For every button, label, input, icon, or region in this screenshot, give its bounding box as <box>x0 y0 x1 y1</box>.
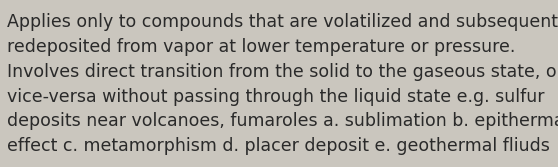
Text: redeposited from vapor at lower temperature or pressure.: redeposited from vapor at lower temperat… <box>7 38 516 56</box>
Text: deposits near volcanoes, fumaroles a. sublimation b. epithermal: deposits near volcanoes, fumaroles a. su… <box>7 112 558 130</box>
Text: vice-versa without passing through the liquid state e.g. sulfur: vice-versa without passing through the l… <box>7 88 545 106</box>
Text: effect c. metamorphism d. placer deposit e. geothermal fliuds: effect c. metamorphism d. placer deposit… <box>7 137 550 155</box>
Text: Applies only to compounds that are volatilized and subsequently: Applies only to compounds that are volat… <box>7 13 558 31</box>
Text: Involves direct transition from the solid to the gaseous state, or: Involves direct transition from the soli… <box>7 63 558 81</box>
